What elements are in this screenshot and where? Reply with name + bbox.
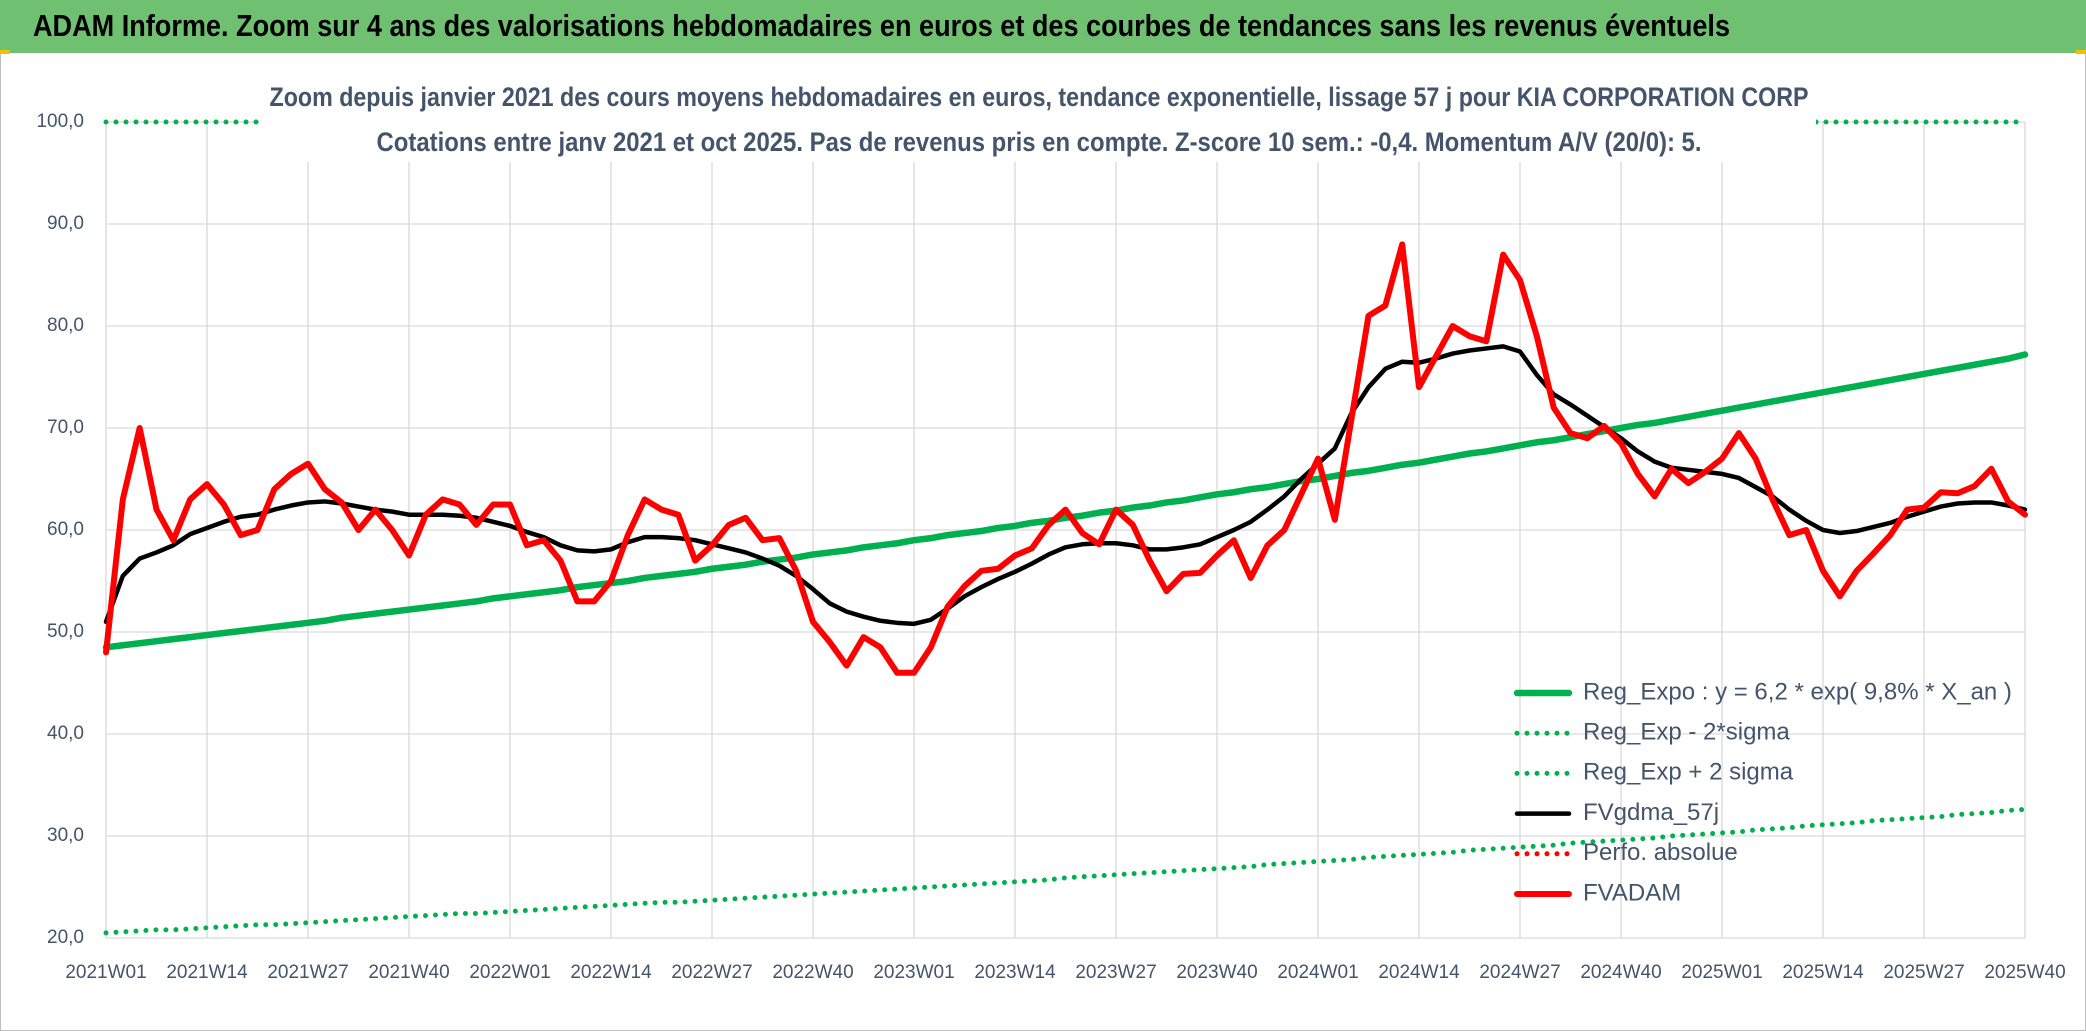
legend-label: FVgdma_57j: [1583, 799, 1719, 826]
legend: Reg_Expo : y = 6,2 * exp( 9,8% * X_an ) R…: [1513, 678, 2012, 906]
subtitle: Cotations entre janv 2021 et oct 2025. P…: [377, 127, 1702, 157]
x-tick-label: 2025W27: [1883, 962, 1964, 983]
y-tick-label: 80,0: [47, 315, 84, 336]
x-tick-label: 2024W40: [1580, 962, 1661, 983]
x-tick-label: 2024W14: [1378, 962, 1460, 983]
y-tick-label: 100,0: [36, 111, 84, 132]
x-tick-label: 2022W01: [469, 962, 550, 983]
header-corner: [2076, 50, 2086, 54]
series-line: [103, 241, 2028, 676]
x-tick-label: 2023W27: [1075, 962, 1156, 983]
x-tick-label: 2021W14: [166, 962, 248, 983]
subtitle: Zoom depuis janvier 2021 des cours moyen…: [270, 82, 1809, 112]
x-tick-label: 2025W40: [1984, 962, 2065, 983]
x-tick-label: 2023W01: [873, 962, 954, 983]
x-tick-label: 2025W14: [1782, 962, 1864, 983]
x-tick-label: 2024W01: [1277, 962, 1358, 983]
x-tick-label: 2021W40: [368, 962, 449, 983]
x-tick-label: 2021W01: [65, 962, 146, 983]
y-tick-label: 50,0: [47, 621, 84, 642]
y-tick-label: 20,0: [47, 927, 84, 948]
y-tick-label: 70,0: [47, 417, 84, 438]
x-tick-label: 2023W40: [1176, 962, 1257, 983]
legend-label: Reg_Exp - 2*sigma: [1583, 719, 1790, 746]
y-tick-label: 60,0: [47, 519, 84, 540]
y-tick-label: 90,0: [47, 213, 84, 234]
header-bar: [0, 0, 2086, 53]
series-line: [102, 351, 2029, 651]
legend-label: FVADAM: [1583, 879, 1681, 906]
legend-label: Reg_Exp + 2 sigma: [1583, 759, 1794, 786]
y-tick-label: 40,0: [47, 723, 84, 744]
legend-label: Reg_Expo : y = 6,2 * exp( 9,8% * X_an ): [1583, 678, 2012, 705]
x-tick-label: 2025W01: [1681, 962, 1762, 983]
legend-label: Perfo. absolue: [1583, 839, 1738, 866]
x-tick-label: 2022W14: [570, 962, 652, 983]
y-tick-label: 30,0: [47, 825, 84, 846]
header-title: ADAM Informe. Zoom sur 4 ans des valoris…: [33, 8, 1730, 43]
subtitle-box: [259, 80, 1816, 162]
series-line: [103, 806, 2028, 936]
header-corner: [0, 50, 10, 54]
x-tick-label: 2021W27: [267, 962, 348, 983]
x-tick-label: 2024W27: [1479, 962, 1560, 983]
x-tick-label: 2022W27: [671, 962, 752, 983]
x-tick-label: 2022W40: [772, 962, 853, 983]
x-tick-label: 2023W14: [974, 962, 1056, 983]
